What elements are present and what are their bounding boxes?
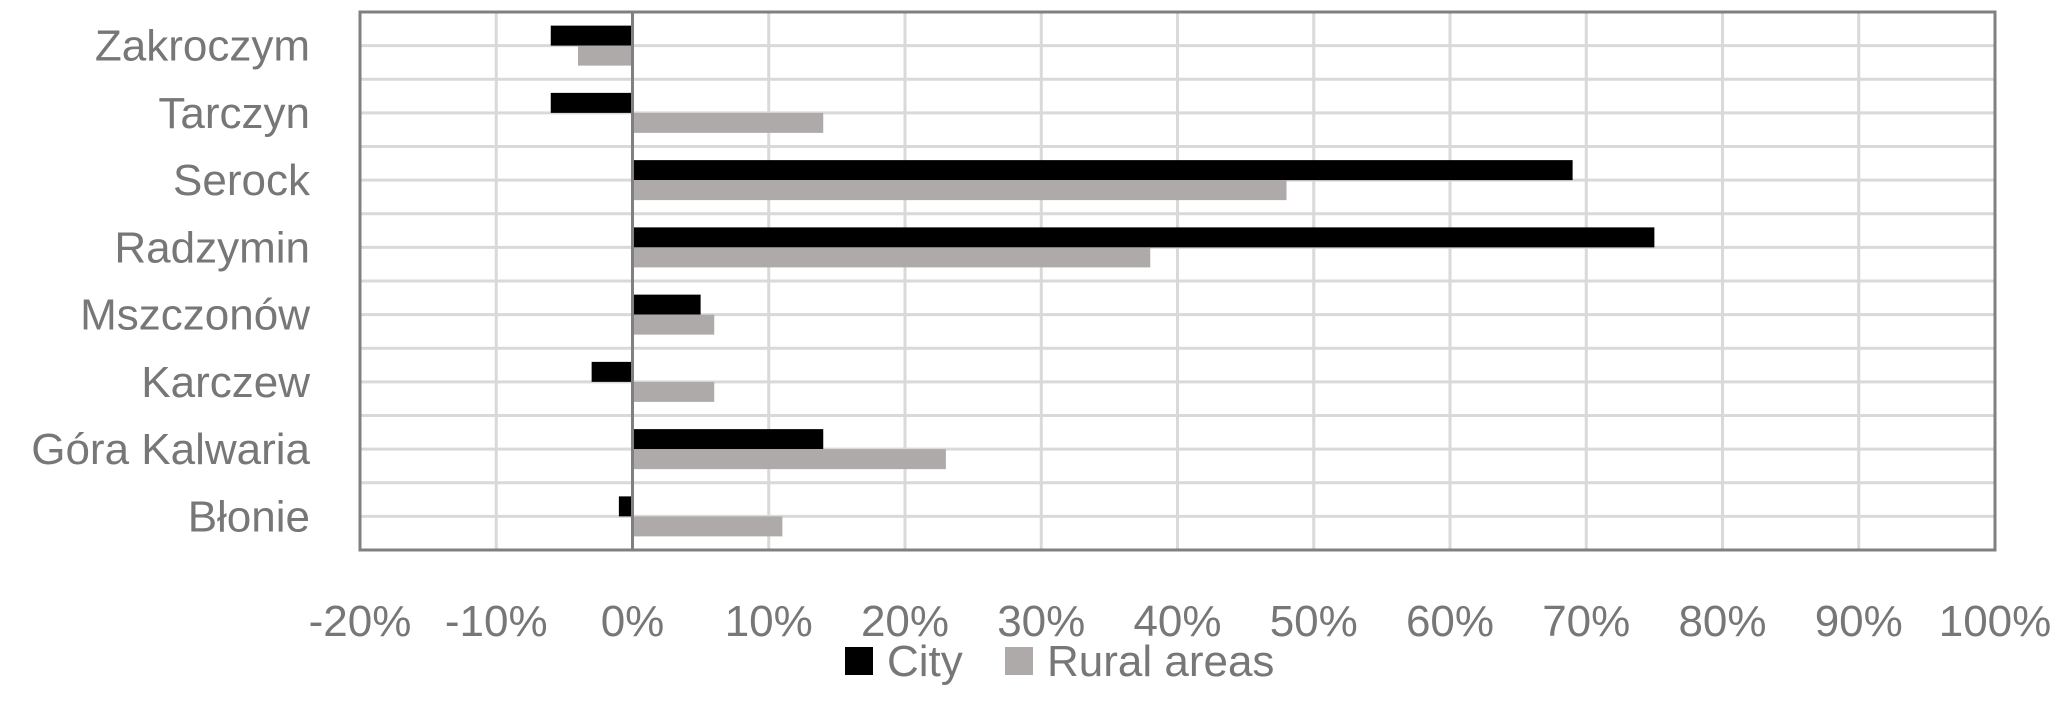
x-tick-label: 0%: [601, 597, 665, 646]
category-label: Karczew: [141, 358, 310, 407]
x-tick-label: 60%: [1406, 597, 1494, 646]
category-label: Zakroczym: [95, 22, 310, 71]
bar-city-2: [632, 160, 1573, 181]
bar-rural-5: [632, 381, 715, 402]
bar-rural-1: [632, 112, 824, 133]
x-tick-label: 90%: [1815, 597, 1903, 646]
bar-rural-4: [632, 314, 715, 335]
x-tick-label: 70%: [1542, 597, 1630, 646]
bar-city-0: [550, 25, 633, 46]
legend-label-rural: Rural areas: [1047, 637, 1274, 686]
category-labels: Zakroczym Tarczyn Serock Radzymin Mszczonów K…: [31, 22, 311, 542]
x-tick-label: 80%: [1678, 597, 1766, 646]
legend-label-city: City: [887, 637, 963, 686]
legend-swatch-city: [845, 647, 873, 675]
category-label: Mszczonów: [80, 291, 310, 340]
category-label: Błonie: [188, 492, 310, 541]
bar-rural-2: [632, 180, 1287, 201]
x-tick-labels: -20% -10% 0% 10% 20% 30% 40% 50% 60% 70% 80% 90% 100…: [309, 597, 2052, 646]
bar-city-7: [618, 496, 633, 517]
bar-rural-0: [578, 45, 633, 66]
bar-rural-7: [632, 516, 783, 537]
legend-swatch-rural: [1005, 647, 1033, 675]
bar-rural-3: [632, 247, 1151, 268]
legend: City Rural areas: [845, 637, 1274, 686]
plot-border: [358, 10, 1997, 552]
x-tick-label: 100%: [1939, 597, 2052, 646]
x-tick-label: 20%: [861, 597, 949, 646]
x-tick-label: 40%: [1133, 597, 1221, 646]
x-tick-label: 50%: [1270, 597, 1358, 646]
bar-city-5: [591, 361, 633, 382]
axes: [358, 10, 1997, 552]
bar-city-1: [550, 92, 633, 113]
category-label: Radzymin: [114, 223, 310, 272]
category-label: Serock: [173, 156, 311, 205]
bar-rural-6: [632, 449, 946, 470]
gridlines: [358, 10, 1997, 552]
bar-city-3: [632, 227, 1655, 248]
category-label: Tarczyn: [158, 89, 310, 138]
bars: [550, 25, 1655, 537]
x-tick-label: -20%: [309, 597, 412, 646]
category-label: Góra Kalwaria: [31, 425, 310, 474]
bar-city-6: [632, 429, 824, 450]
x-tick-label: -10%: [445, 597, 548, 646]
x-tick-label: 10%: [725, 597, 813, 646]
bar-city-4: [632, 294, 701, 315]
x-tick-label: 30%: [997, 597, 1085, 646]
